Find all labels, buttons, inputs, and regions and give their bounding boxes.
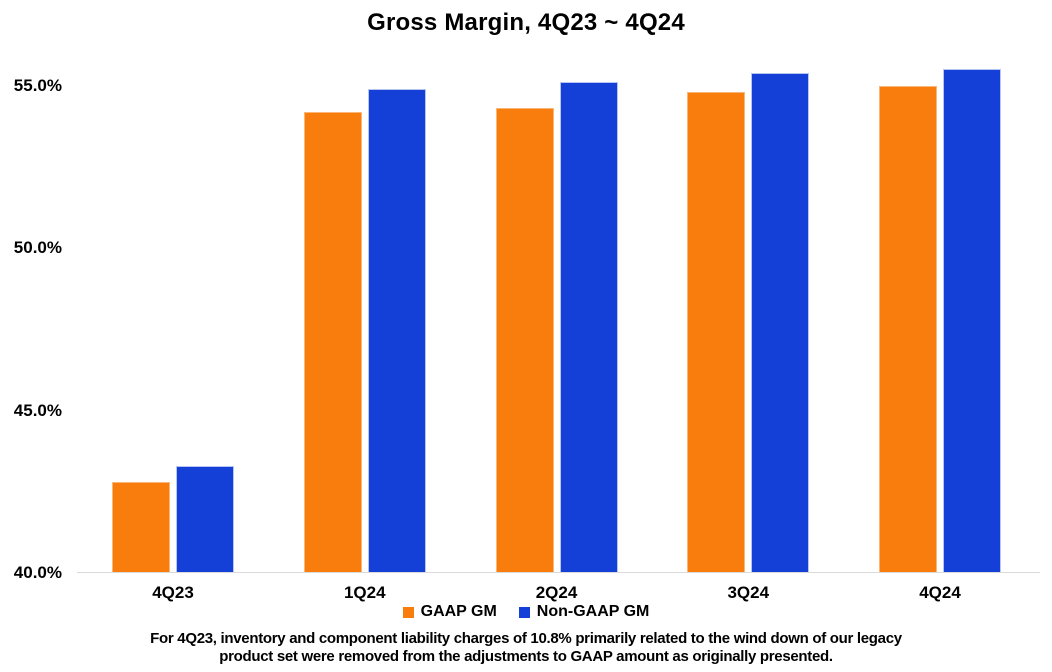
x-axis-category-label-1q24: 1Q24 — [343, 583, 386, 602]
y-axis-tick-label-40-0: 40.0% — [13, 563, 62, 582]
bar-gaap-gm-4q23 — [112, 482, 170, 573]
chart-legend: GAAP GM Non-GAAP GM — [0, 603, 1052, 621]
bar-gaap-gm-1q24 — [303, 111, 362, 573]
footnote-line-2: product set were removed from the adjust… — [219, 648, 833, 665]
bar-non-gaap-gm-4q24 — [943, 69, 1001, 573]
bar-gaap-gm-4q24 — [879, 85, 937, 573]
legend-label-non-gaap-gm: Non-GAAP GM — [536, 603, 650, 620]
legend-swatch-gaap-gm — [402, 606, 414, 618]
x-axis-category-label-4q23: 4Q23 — [152, 583, 194, 602]
y-axis-tick-label-45-0: 45.0% — [13, 400, 62, 420]
bar-non-gaap-gm-2q24 — [559, 82, 618, 573]
bar-non-gaap-gm-4q23 — [176, 465, 234, 573]
bar-non-gaap-gm-1q24 — [367, 88, 426, 573]
y-axis-tick-label-55-0: 55.0% — [13, 75, 62, 95]
legend-label-gaap-gm: GAAP GM — [420, 603, 497, 620]
chart-title: Gross Margin, 4Q23 ~ 4Q24 — [367, 9, 685, 36]
legend-item-gaap-gm: GAAP GM — [402, 603, 497, 621]
x-axis-category-label-4q24: 4Q24 — [919, 583, 961, 602]
legend-swatch-non-gaap-gm — [518, 606, 530, 618]
bar-gaap-gm-3q24 — [687, 92, 746, 573]
x-axis-category-label-2q24: 2Q24 — [535, 583, 578, 602]
footnote-line-1: For 4Q23, inventory and component liabil… — [150, 630, 902, 647]
bar-gaap-gm-2q24 — [495, 108, 554, 573]
chart-footnote: For 4Q23, inventory and component liabil… — [0, 630, 1052, 666]
x-axis-baseline — [77, 572, 1040, 573]
x-axis-category-label-3q24: 3Q24 — [727, 583, 770, 602]
bar-non-gaap-gm-3q24 — [751, 72, 810, 573]
legend-item-non-gaap-gm: Non-GAAP GM — [518, 603, 650, 621]
y-axis-tick-label-50-0: 50.0% — [13, 238, 62, 257]
